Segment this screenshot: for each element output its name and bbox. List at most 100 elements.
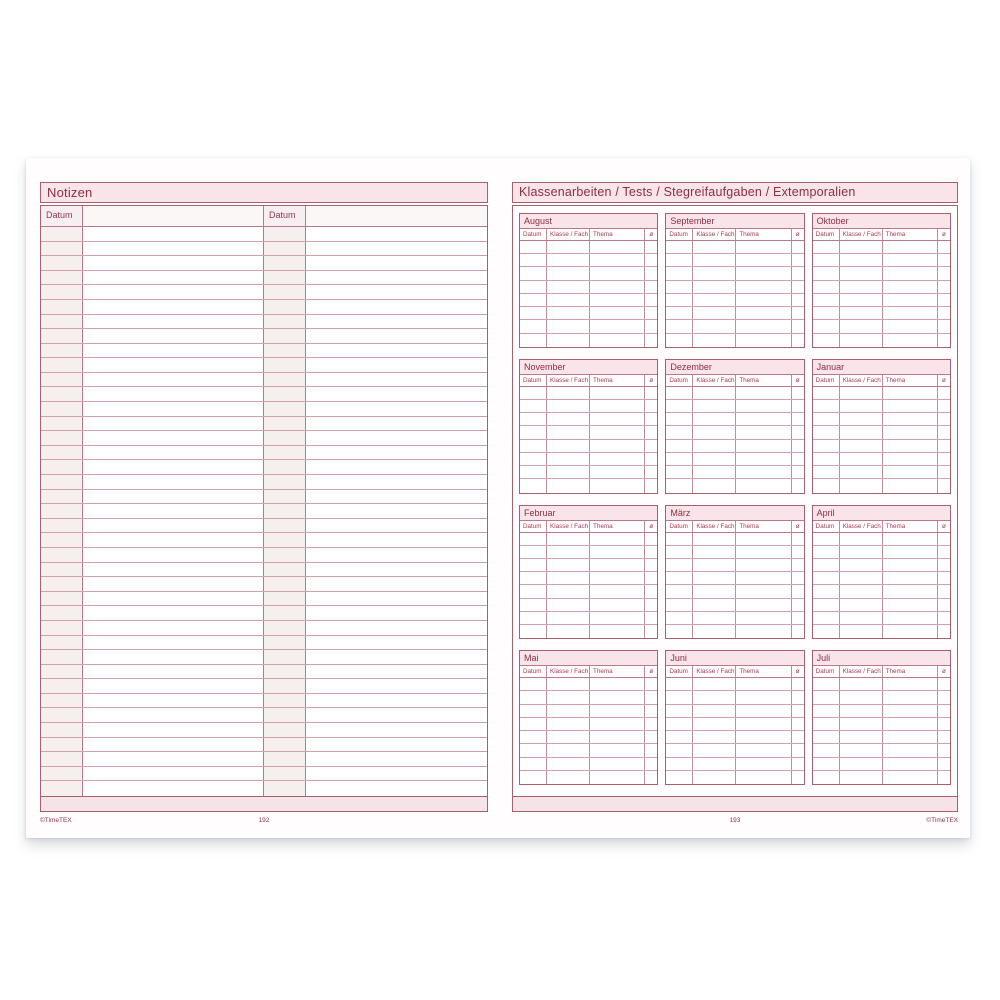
- month-cell: [736, 399, 792, 413]
- date-cell: [264, 460, 306, 475]
- month-cell: [590, 704, 646, 717]
- note-cell: [83, 781, 264, 796]
- month-row: [666, 558, 804, 573]
- month-cell: [547, 585, 590, 598]
- month-cell: [693, 731, 737, 744]
- month-cell: [813, 757, 840, 770]
- month-cell: [938, 771, 950, 784]
- month-row: [520, 280, 658, 294]
- notizen-header-row: Datum Datum: [41, 206, 487, 227]
- month-cell: [547, 399, 590, 413]
- notizen-row: [41, 372, 487, 388]
- month-cell: [840, 678, 883, 691]
- month-column-header: Klasse / Fach: [693, 374, 737, 386]
- month-cell: [693, 307, 737, 320]
- month-cell: [590, 558, 646, 572]
- month-cell: [645, 625, 657, 638]
- month-row: [520, 399, 658, 414]
- month-header-row: Datum Klasse / Fach Thema ø: [520, 229, 658, 241]
- month-cell: [693, 426, 737, 439]
- month-cell: [520, 598, 547, 611]
- month-cell: [736, 691, 792, 704]
- month-column-header: Klasse / Fach: [693, 666, 737, 678]
- notizen-row: [41, 358, 487, 373]
- date-cell: [264, 650, 306, 664]
- month-cell: [645, 572, 657, 584]
- month-rows: [520, 386, 658, 493]
- month-cell: [883, 704, 938, 717]
- month-cell: [693, 479, 737, 493]
- date-cell: [264, 591, 306, 606]
- note-cell: [306, 737, 487, 752]
- month-cell: [938, 334, 950, 347]
- month-table: Februar Datum Klasse / Fach Thema ø: [519, 504, 659, 640]
- month-column-header: Datum: [666, 520, 694, 532]
- note-cell: [83, 752, 264, 766]
- note-cell: [83, 329, 264, 343]
- month-cell: [938, 572, 950, 584]
- month-cell: [547, 267, 590, 280]
- month-rows: [520, 241, 658, 347]
- month-cell: [792, 307, 804, 319]
- month-row: [666, 280, 804, 294]
- month-cell: [645, 281, 657, 293]
- month-cell: [590, 532, 646, 545]
- month-cell: [938, 307, 950, 319]
- month-cell: [736, 293, 792, 307]
- note-cell: [83, 475, 264, 489]
- month-row: [812, 532, 950, 546]
- month-cell: [547, 678, 590, 691]
- month-cell: [645, 771, 657, 784]
- date-cell: [264, 708, 306, 723]
- month-row: [520, 585, 658, 599]
- notizen-row: [41, 737, 487, 753]
- month-cell: [693, 704, 737, 717]
- month-row: [666, 717, 804, 732]
- month-column-header: Datum: [520, 374, 547, 386]
- month-cell: [666, 691, 694, 704]
- month-cell: [736, 307, 792, 320]
- note-cell: [306, 577, 487, 591]
- notizen-row: [41, 343, 487, 359]
- month-cell: [792, 705, 804, 717]
- month-column-header: Thema: [883, 666, 938, 678]
- month-table: Oktober Datum Klasse / Fach Thema ø: [811, 213, 951, 348]
- month-cell: [547, 386, 590, 399]
- date-cell: [41, 650, 83, 664]
- month-cell: [547, 704, 590, 717]
- month-cell: [813, 585, 840, 598]
- note-cell: [83, 533, 264, 547]
- month-cell: [520, 439, 547, 452]
- note-cell: [306, 606, 487, 620]
- month-row: [520, 307, 658, 321]
- month-title: August: [520, 214, 658, 229]
- month-cell: [590, 691, 646, 704]
- month-cell: [792, 718, 804, 730]
- month-row: [812, 572, 950, 586]
- month-cell: [590, 717, 646, 731]
- date-cell: [264, 475, 306, 489]
- month-cell: [938, 731, 950, 743]
- month-cell: [590, 320, 646, 333]
- month-cell: [883, 479, 938, 493]
- month-cell: [666, 452, 694, 466]
- month-row: [520, 320, 658, 334]
- month-table: April Datum Klasse / Fach Thema ø: [811, 504, 951, 640]
- month-cell: [813, 704, 840, 717]
- notizen-row: [41, 314, 487, 330]
- month-row: [813, 333, 950, 347]
- month-cell: [840, 744, 883, 757]
- month-cell: [883, 466, 938, 479]
- month-cell: [547, 770, 590, 784]
- month-cell: [645, 294, 657, 306]
- date-cell: [41, 241, 83, 256]
- month-cell: [666, 545, 694, 558]
- note-cell: [83, 606, 264, 620]
- notizen-row: [41, 664, 487, 680]
- copyright-label: ©TimeTEX: [926, 817, 958, 824]
- month-cell: [520, 254, 547, 267]
- month-cell: [666, 678, 694, 691]
- month-cell: [645, 479, 657, 492]
- month-cell: [590, 585, 646, 598]
- month-title: Oktober: [812, 214, 950, 229]
